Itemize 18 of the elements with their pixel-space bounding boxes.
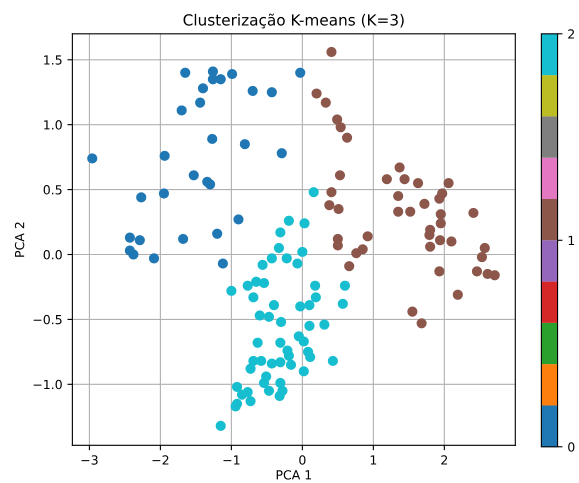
chart-title: Clusterização K-means (K=3) bbox=[184, 14, 404, 28]
y-tick-label: 0.5 bbox=[44, 185, 62, 195]
x-axis-title: PCA 1 bbox=[276, 470, 312, 480]
y-tick-label: 0.0 bbox=[44, 250, 62, 260]
color-bar-label: 2 bbox=[568, 29, 574, 39]
y-tick-label: 1.5 bbox=[44, 55, 62, 65]
y-axis-title: PCA 2 bbox=[14, 222, 24, 257]
color-bar-label: 0 bbox=[568, 442, 574, 452]
x-tick-label: 2 bbox=[441, 455, 448, 465]
x-tick-label: 1 bbox=[370, 455, 376, 465]
y-tick-label: 1.0 bbox=[44, 120, 62, 130]
x-tick-label: −3 bbox=[82, 455, 98, 465]
color-bar-label: 1 bbox=[568, 236, 574, 246]
y-tick-label: −0.5 bbox=[34, 314, 62, 324]
x-tick-label: −1 bbox=[223, 455, 240, 465]
x-tick-label: 0 bbox=[299, 455, 306, 465]
x-tick-label: −2 bbox=[152, 455, 168, 465]
y-tick-label: −1.0 bbox=[34, 380, 62, 390]
